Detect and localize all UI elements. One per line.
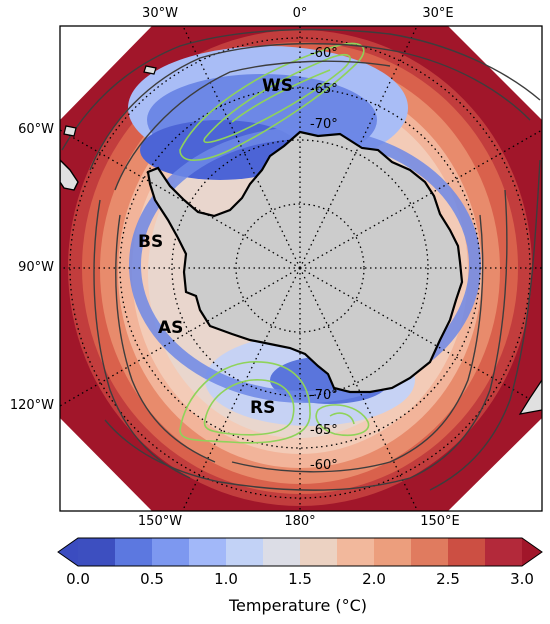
colorbar-tick: 2.5 bbox=[436, 570, 460, 588]
colorbar bbox=[57, 537, 543, 567]
colorbar-swatch bbox=[226, 538, 264, 566]
lon-label-120w: 120°W bbox=[9, 398, 54, 413]
region-label-bellingshausen: BS bbox=[138, 232, 164, 252]
colorbar-extend-low bbox=[58, 538, 78, 566]
graticule-meridians bbox=[60, 26, 542, 511]
lon-label-180-bottom: 180° bbox=[284, 514, 316, 529]
region-label-amundsen: AS bbox=[158, 318, 184, 338]
lon-label-90w: 90°W bbox=[18, 260, 54, 275]
falkland-islands bbox=[63, 125, 77, 137]
map-frame bbox=[59, 25, 543, 512]
colorbar-outline bbox=[57, 537, 543, 567]
colorbar-label: Temperature (°C) bbox=[228, 596, 368, 615]
lat-label-60-top: -60° bbox=[310, 46, 338, 61]
region-label-ross: RS bbox=[250, 398, 276, 418]
lon-label-150w-bottom: 150°W bbox=[137, 514, 183, 529]
colorbar-tick: 2.0 bbox=[362, 570, 386, 588]
lon-label-30w-top: 30°W bbox=[142, 6, 178, 21]
colorbar-tick: 0.0 bbox=[66, 570, 90, 588]
colorbar-swatch bbox=[78, 538, 116, 566]
graticule-parallels bbox=[69, 37, 531, 499]
colorbar-swatch bbox=[337, 538, 375, 566]
new-zealand-edge bbox=[518, 378, 542, 415]
lon-label-150e-bottom: 150°E bbox=[420, 514, 460, 529]
front-contours bbox=[61, 28, 541, 491]
lon-label-0-top: 0° bbox=[292, 6, 308, 21]
colorbar-swatch bbox=[300, 538, 338, 566]
colorbar-swatch bbox=[448, 538, 486, 566]
colorbar-swatch bbox=[189, 538, 227, 566]
lat-label-60-bottom: -60° bbox=[310, 458, 338, 473]
colorbar-swatch bbox=[411, 538, 449, 566]
lon-label-30e-top: 30°E bbox=[422, 6, 454, 21]
region-label-weddell: WS bbox=[262, 76, 293, 96]
south-america-tip bbox=[60, 159, 79, 191]
colorbar-tick: 0.5 bbox=[140, 570, 164, 588]
colorbar-swatch bbox=[374, 538, 412, 566]
lat-label-70-top: -70° bbox=[310, 117, 338, 132]
colorbar-swatch bbox=[263, 538, 301, 566]
lat-label-65-top: -65° bbox=[310, 82, 338, 97]
lon-label-60w: 60°W bbox=[18, 122, 54, 137]
antarctica-landmass bbox=[146, 130, 464, 394]
colorbar-extend-high bbox=[522, 538, 542, 566]
colorbar-tick: 1.5 bbox=[288, 570, 312, 588]
colorbar-tick: 3.0 bbox=[510, 570, 534, 588]
colorbar-swatch bbox=[152, 538, 190, 566]
colorbar-swatch bbox=[115, 538, 153, 566]
lat-label-65-bottom: -65° bbox=[310, 423, 338, 438]
south-georgia bbox=[143, 65, 157, 75]
colorbar-tick: 1.0 bbox=[214, 570, 238, 588]
colorbar-swatch bbox=[485, 538, 523, 566]
lat-label-70-bottom: -70° bbox=[310, 388, 338, 403]
